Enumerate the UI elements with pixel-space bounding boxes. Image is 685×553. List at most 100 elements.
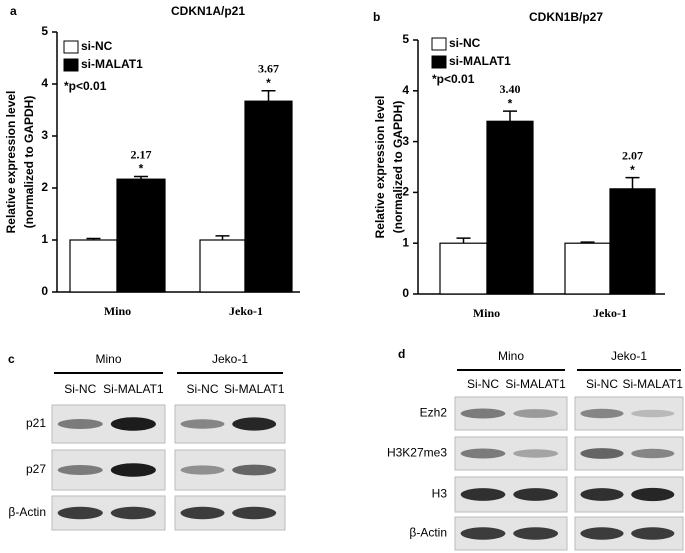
significance-star: * <box>139 162 144 176</box>
blot-band <box>580 448 624 459</box>
blot-band <box>180 465 225 475</box>
significance-star: * <box>266 76 271 90</box>
significance-star: * <box>630 163 635 177</box>
chart-title: CDKN1B/p27 <box>529 10 603 24</box>
group-label: Mino <box>95 352 121 366</box>
blot-band <box>232 417 277 431</box>
blot-band <box>513 409 559 418</box>
error-bar <box>503 110 517 122</box>
legend-swatch <box>431 55 447 69</box>
blot-band <box>631 448 675 459</box>
blot-band <box>580 527 624 540</box>
row-label: Ezh2 <box>420 406 448 420</box>
y-axis-label: Relative expression level <box>373 96 387 239</box>
significance-note: *p<0.01 <box>432 72 475 86</box>
bar <box>69 239 118 293</box>
y-tick-label: 4 <box>41 76 48 90</box>
significance-note: *p<0.01 <box>64 79 107 93</box>
legend-swatch <box>63 58 79 72</box>
blot-band <box>110 506 156 520</box>
bar <box>199 239 246 293</box>
error-bar <box>215 235 230 240</box>
error-bar <box>261 90 276 102</box>
y-tick-label: 2 <box>402 185 409 199</box>
blot-band <box>232 464 277 476</box>
x-tick-label: Jeko-1 <box>593 306 627 320</box>
bar <box>244 100 293 293</box>
row-label: p21 <box>26 416 46 430</box>
group-label: Jeko-1 <box>212 352 248 366</box>
legend-label: si-MALAT1 <box>81 57 143 71</box>
blot-band <box>631 409 675 418</box>
blot-band <box>513 488 559 501</box>
chart-title: CDKN1A/p21 <box>171 4 245 18</box>
row-label: H3 <box>432 487 448 501</box>
error-bar <box>580 241 595 244</box>
y-axis-label: (normalized to GAPDH) <box>22 96 36 229</box>
y-tick-label: 3 <box>402 134 409 148</box>
y-tick-label: 0 <box>41 284 48 298</box>
x-tick-label: Mino <box>473 306 500 320</box>
panel-label: d <box>398 347 405 361</box>
group-label: Jeko-1 <box>611 349 647 363</box>
value-label: 2.07 <box>622 148 643 162</box>
legend-swatch <box>63 40 79 54</box>
blot-band <box>460 527 506 540</box>
value-label: 3.40 <box>500 82 521 96</box>
error-bar <box>456 237 471 244</box>
blot-band <box>631 487 675 502</box>
blot-band <box>580 408 624 419</box>
bar <box>116 178 166 293</box>
row-label: β-Actin <box>409 526 447 540</box>
lane-label: Si-NC <box>187 382 219 396</box>
blot-band <box>460 488 506 501</box>
legend-label: si-NC <box>449 36 481 50</box>
blot-band <box>460 408 506 419</box>
y-axis-label: (normalized to GAPDH) <box>391 101 405 234</box>
bar <box>439 242 488 295</box>
blot-band <box>57 506 103 520</box>
lane-label: Si-NC <box>64 382 96 396</box>
x-tick-label: Mino <box>104 304 131 318</box>
lane-label: Si-NC <box>586 377 618 391</box>
blot-band <box>110 417 156 431</box>
blot-band <box>232 506 277 520</box>
blot-strip <box>574 396 684 431</box>
legend-label: si-NC <box>81 39 113 53</box>
panel-label: b <box>373 10 380 24</box>
blot-band <box>180 419 225 429</box>
group-label: Mino <box>498 349 524 363</box>
y-axis-label: Relative expression level <box>4 91 18 234</box>
legend-swatch <box>431 37 447 51</box>
bar <box>564 242 611 295</box>
row-label: H3K27me3 <box>387 446 447 460</box>
bar <box>609 188 656 295</box>
blot-band <box>580 488 624 501</box>
row-label: p27 <box>26 462 46 476</box>
blot-band <box>460 448 506 459</box>
y-tick-label: 4 <box>402 83 409 97</box>
blot-band <box>513 449 559 458</box>
blot-band <box>631 527 675 540</box>
error-bar <box>625 176 640 189</box>
y-tick-label: 1 <box>41 232 48 246</box>
panel-label: a <box>10 4 17 18</box>
y-tick-label: 5 <box>402 32 409 46</box>
lane-label: Si-NC <box>467 377 499 391</box>
blot-band <box>110 463 156 477</box>
legend-label: si-MALAT1 <box>449 54 511 68</box>
lane-label: Si-MALAT1 <box>623 377 684 391</box>
blot-band <box>513 527 559 540</box>
row-label: β-Actin <box>8 505 46 519</box>
y-tick-label: 5 <box>41 24 48 38</box>
panel-label: c <box>8 352 15 366</box>
lane-label: Si-MALAT1 <box>224 382 285 396</box>
bar <box>486 120 534 295</box>
significance-star: * <box>508 96 513 110</box>
x-tick-label: Jeko-1 <box>229 304 263 318</box>
blot-band <box>57 419 103 429</box>
y-tick-label: 3 <box>41 128 48 142</box>
y-tick-label: 2 <box>41 180 48 194</box>
error-bar <box>86 237 101 240</box>
